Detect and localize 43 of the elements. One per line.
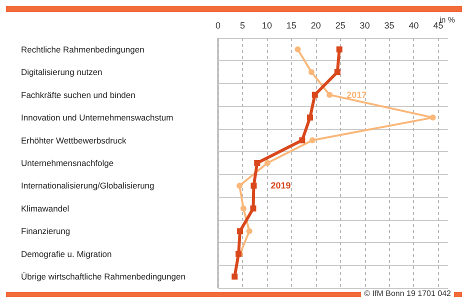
point: [264, 160, 270, 166]
point: [250, 182, 257, 189]
x-tick-label: 10: [262, 20, 272, 30]
point: [294, 46, 301, 52]
point: [307, 114, 313, 121]
y-tick-label: Übrige wirtschaftliche Rahmenbedingungen: [21, 272, 186, 282]
y-tick-label: Rechtliche Rahmenbedingungen: [21, 44, 145, 54]
x-tick-label: 20: [310, 20, 321, 30]
y-tick-label: Innovation und Unternehmenswachstum: [21, 112, 174, 123]
point: [254, 160, 260, 166]
point: [232, 274, 238, 280]
point: [299, 137, 306, 144]
y-tick-label: Finanzierung: [21, 226, 70, 236]
point: [334, 69, 340, 76]
series-label: 2017: [346, 90, 367, 100]
y-tick-label: Demografie u. Migration: [21, 248, 112, 259]
y-tick-label: Erhöhter Wettbewerbsdruck: [21, 135, 127, 146]
point: [240, 205, 246, 212]
point: [336, 46, 342, 52]
y-tick-label: Unternehmensnachfolge: [21, 158, 114, 168]
x-tick-label: 5: [240, 20, 245, 30]
y-tick-label: Internationalisierung/Globalisierung: [21, 180, 155, 191]
x-tick-label: 25: [335, 20, 346, 30]
point: [430, 114, 436, 121]
x-tick-label: 35: [384, 20, 394, 30]
x-tick-label: 45: [433, 20, 444, 30]
point: [309, 137, 316, 144]
point: [246, 228, 252, 234]
point: [312, 92, 318, 98]
point: [308, 69, 314, 76]
y-tick-label: Digitalisierung nutzen: [21, 67, 103, 78]
x-tick-label: 15: [286, 20, 296, 30]
point: [250, 205, 256, 212]
y-tick-label: Klimawandel: [21, 203, 70, 214]
point: [237, 228, 244, 234]
point: [236, 182, 243, 189]
x-tick-label: 30: [360, 20, 370, 30]
point: [326, 92, 333, 98]
x-tick-label: 40: [408, 20, 419, 30]
x-tick-label: 0: [215, 20, 221, 30]
series-label: 2019: [270, 180, 291, 191]
text: © IfM Bonn 19 1701 042: [361, 289, 454, 298]
y-tick-label: Fachkräfte suchen und binden: [21, 90, 136, 100]
